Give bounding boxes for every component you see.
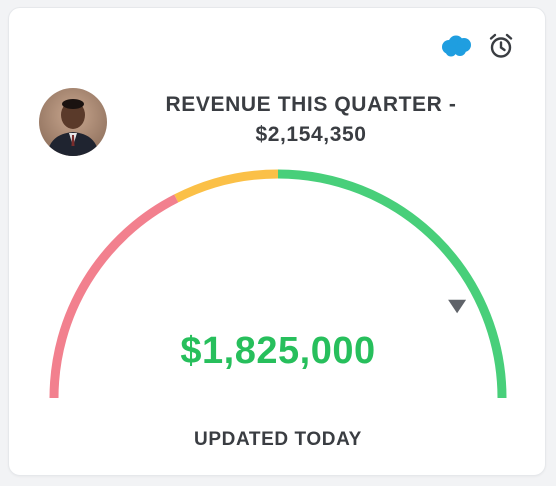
salesforce-cloud-icon[interactable] <box>439 34 473 63</box>
alarm-clock-icon[interactable] <box>487 32 515 65</box>
revenue-gauge-card: REVENUE THIS QUARTER - $2,154,350 $1,825… <box>8 7 546 476</box>
updated-status: UPDATED TODAY <box>194 429 362 450</box>
title-line-1: REVENUE THIS QUARTER - <box>165 93 457 116</box>
card-title: REVENUE THIS QUARTER - $2,154,350 <box>121 90 501 150</box>
revenue-gauge <box>49 169 507 399</box>
card-icon-row <box>439 32 515 65</box>
gauge-segment-mid <box>174 169 279 203</box>
gauge-segment-high <box>277 169 507 399</box>
title-target-value: $2,154,350 <box>255 123 367 146</box>
current-revenue-value: $1,825,000 <box>180 330 376 372</box>
avatar <box>39 88 107 156</box>
gauge-indicator-triangle <box>448 299 467 314</box>
gauge-segment-low <box>49 194 179 399</box>
